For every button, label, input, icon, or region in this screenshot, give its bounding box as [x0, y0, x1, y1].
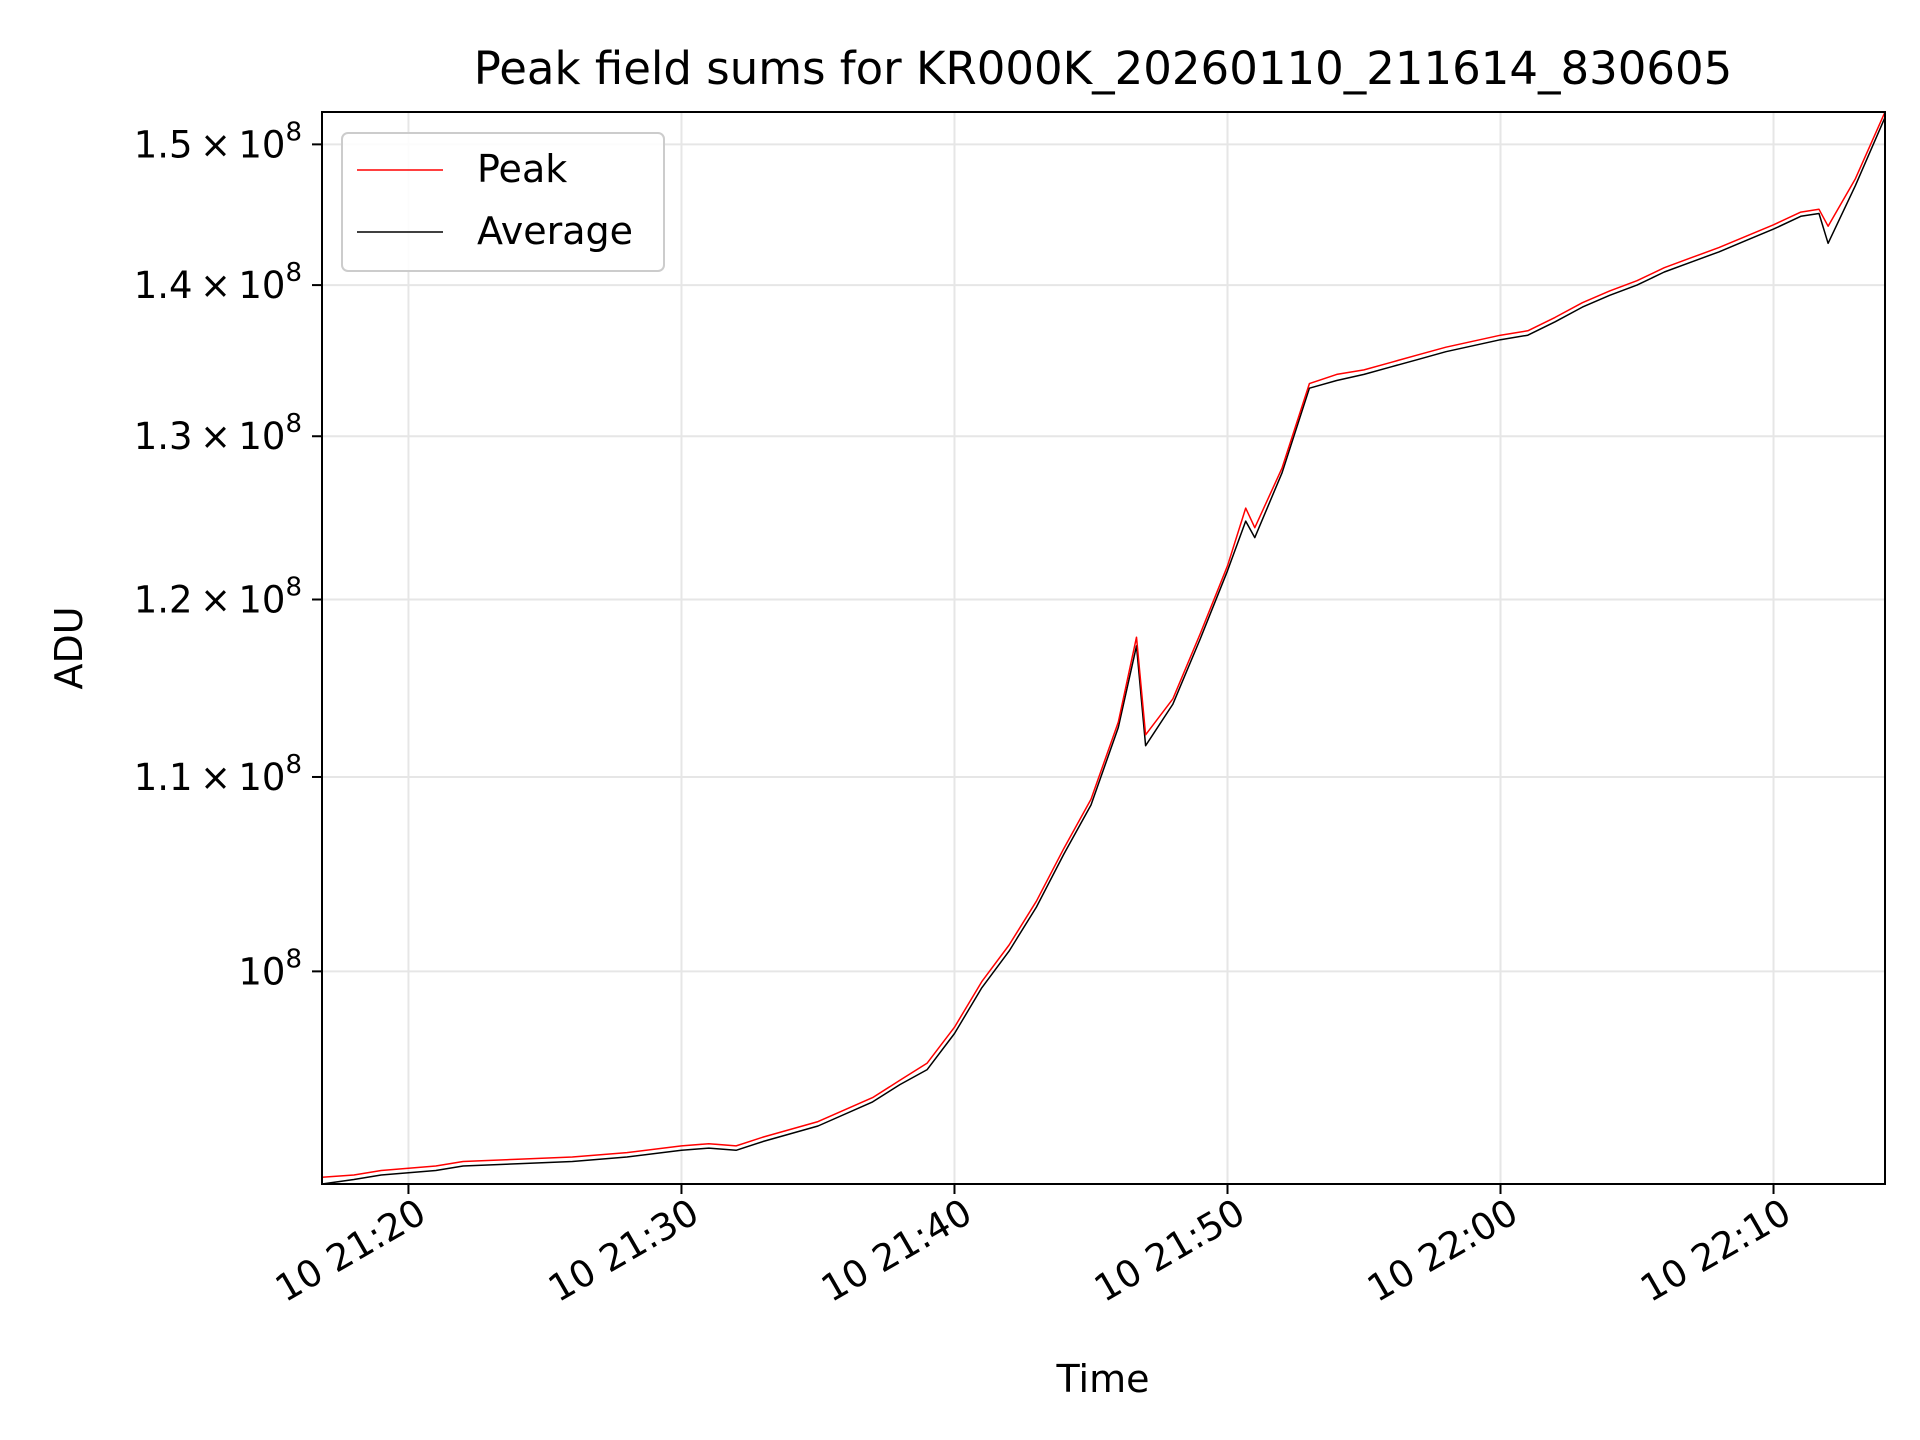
y-axis-label: ADU	[47, 606, 91, 689]
y-tick-label: 108	[238, 944, 302, 993]
legend-label-peak: Peak	[477, 147, 567, 191]
legend-label-average: Average	[477, 209, 633, 253]
series-layer	[321, 111, 1886, 1185]
y-tick-label: 1.1 × 108	[134, 750, 302, 799]
series-line-peak	[321, 111, 1886, 1178]
plot-frame	[321, 111, 1886, 1185]
legend: Peak Average	[341, 132, 665, 272]
y-tick-label: 1.2 × 108	[134, 573, 302, 622]
x-axis-label: Time	[1056, 1357, 1150, 1401]
y-axis: 108 1.1 × 108 1.2 × 108 1.3 × 108 1.4 × 108 1…	[134, 117, 322, 993]
chart-title: Peak field sums for KR000K_20260110_2116…	[474, 42, 1733, 95]
series-line-average	[321, 117, 1886, 1185]
y-tick-label: 1.3 × 108	[134, 409, 302, 458]
legend-box	[341, 132, 665, 272]
y-tick-label: 1.4 × 108	[134, 258, 302, 307]
y-tick-label: 1.5 × 108	[134, 117, 302, 166]
